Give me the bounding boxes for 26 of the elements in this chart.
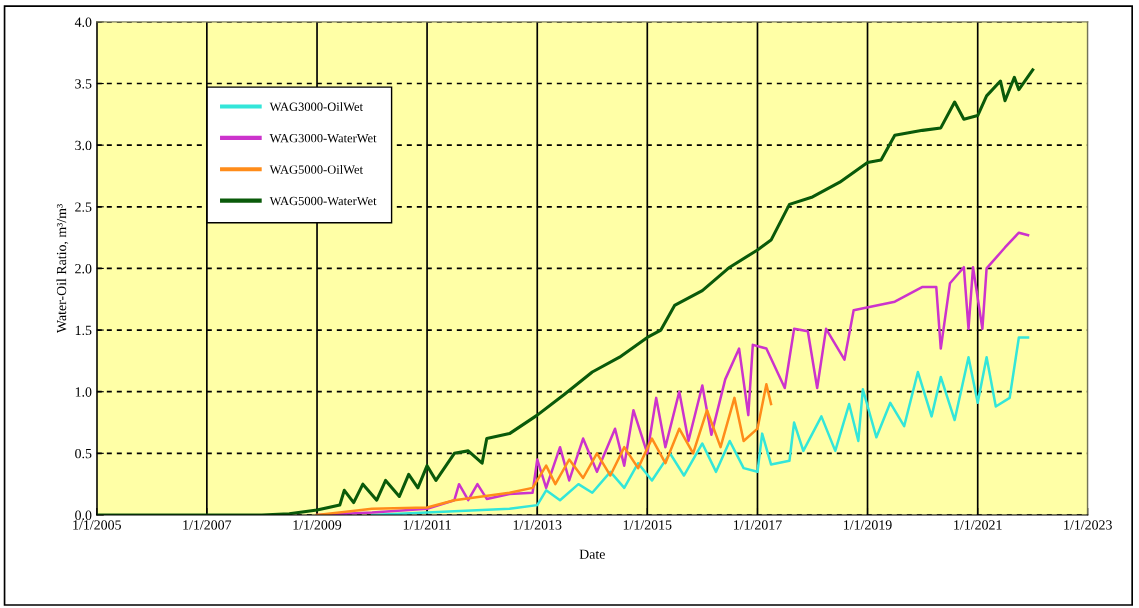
x-tick-label: 1/1/2007 [183, 520, 232, 530]
y-tick-label: 1.5 [75, 325, 92, 336]
x-axis-title: Date [579, 549, 605, 559]
line-series [96, 68, 1035, 515]
y-tick-label: 0.0 [75, 510, 92, 520]
y-tick-label: 1.0 [75, 387, 92, 397]
y-tick-label: 4.0 [74, 17, 92, 27]
y-tick-label: 0.5 [75, 448, 92, 459]
legend-label: WAG3000-OilWet [269, 102, 363, 112]
x-tick-label: 1/1/2011 [403, 520, 451, 530]
y-tick-label: 3.0 [75, 140, 92, 151]
x-tick-label: 1/1/2009 [293, 520, 342, 530]
x-tick-label: 1/1/2019 [844, 520, 892, 530]
legend-label: WAG5000-OilWet [269, 164, 363, 174]
x-tick-label: 1/1/2021 [954, 520, 1002, 530]
y-tick-label: 2.5 [75, 202, 92, 212]
legend-label: WAG5000-WaterWet [269, 196, 377, 206]
legend-label: WAG3000-WaterWet [269, 133, 377, 143]
y-axis-title: Water-Oil Ratio, m³/m³ [56, 204, 69, 334]
x-tick-label: 1/1/2017 [734, 520, 782, 530]
x-tick-label: 1/1/2013 [513, 520, 562, 530]
x-tick-label: 1/1/2015 [623, 520, 672, 530]
x-tick-label: 1/1/2023 [1064, 520, 1112, 530]
y-tick-label: 2.0 [75, 264, 92, 274]
y-tick-label: 3.5 [75, 79, 92, 89]
x-tick-label: 1/1/2005 [73, 520, 121, 530]
